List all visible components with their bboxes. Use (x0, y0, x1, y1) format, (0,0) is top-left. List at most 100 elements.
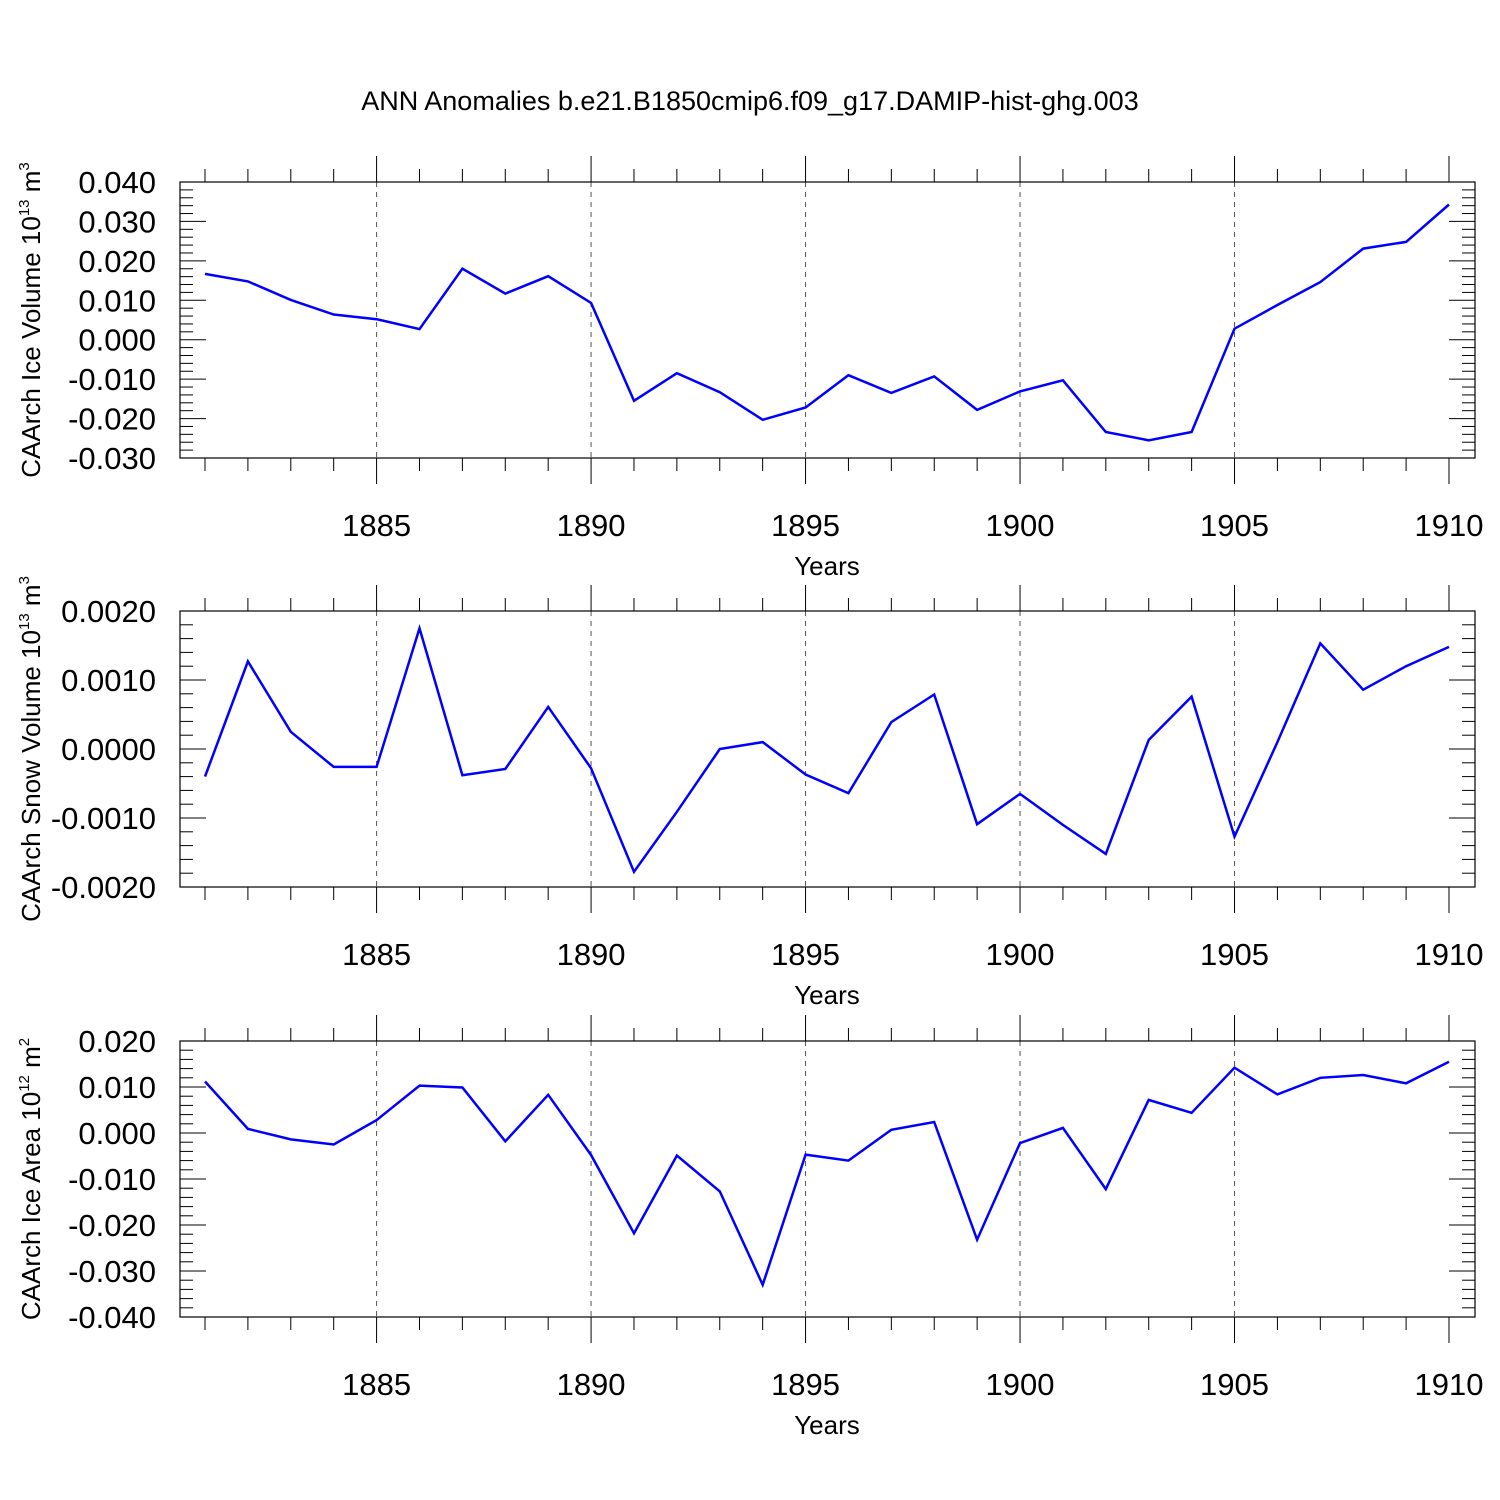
x-tick-label: 1900 (986, 508, 1055, 543)
data-point (1190, 1111, 1194, 1115)
plot-frame (179, 610, 1476, 888)
y-tick-label: -0.030 (68, 1254, 156, 1289)
x-tick-label: 1910 (1415, 1367, 1484, 1402)
y-tick-label: 0.020 (78, 244, 156, 279)
y-tick-label: -0.0020 (51, 870, 156, 905)
data-point (1233, 327, 1237, 331)
data-point (932, 692, 936, 696)
data-point (718, 1189, 722, 1193)
x-tick-label: 1900 (986, 1367, 1055, 1402)
data-point (1404, 664, 1408, 668)
data-point (1104, 1187, 1108, 1191)
data-point (1404, 1081, 1408, 1085)
data-point (1361, 247, 1365, 251)
y-tick-label: -0.020 (68, 1208, 156, 1243)
data-point (889, 1128, 893, 1132)
x-tick-label: 1905 (1200, 1367, 1269, 1402)
data-point (761, 418, 765, 422)
data-point (718, 747, 722, 751)
panels: -0.030 -0.020 -0.010 0.000 0.010 0.020 0.030 0.… (16, 156, 1483, 1440)
data-point (375, 317, 379, 321)
data-point (889, 391, 893, 395)
data-point (632, 870, 636, 874)
data-point (1447, 202, 1451, 206)
data-point (1233, 835, 1237, 839)
data-point (503, 292, 507, 296)
data-point (246, 659, 250, 663)
data-point (1275, 740, 1279, 744)
data-point (1018, 389, 1022, 393)
data-point (503, 1139, 507, 1143)
y-tick-label: 0.000 (78, 323, 156, 358)
data-point (1447, 645, 1451, 649)
data-point (246, 279, 250, 283)
data-point (846, 791, 850, 795)
data-point (460, 773, 464, 777)
data-point (289, 730, 293, 734)
x-tick-label: 1910 (1415, 508, 1484, 543)
x-tick-label: 1910 (1415, 937, 1484, 972)
y-tick-label: 0.010 (78, 1070, 156, 1105)
data-point (289, 1137, 293, 1141)
data-point (203, 1079, 207, 1083)
data-point (1447, 1060, 1451, 1064)
data-point (589, 766, 593, 770)
x-tick-label: 1890 (557, 937, 626, 972)
data-point (332, 1143, 336, 1147)
data-point (375, 1118, 379, 1122)
data-point (1275, 303, 1279, 307)
data-point (975, 408, 979, 412)
data-point (503, 767, 507, 771)
y-axis-label: CAArch Snow Volume 1013 m3 (16, 576, 46, 922)
data-point (1361, 1073, 1365, 1077)
data-point (975, 822, 979, 826)
data-point (889, 720, 893, 724)
y-tick-label: 0.030 (78, 204, 156, 239)
data-point (417, 1084, 421, 1088)
series-line-ice-volume (204, 203, 1450, 442)
data-point (1147, 1098, 1151, 1102)
data-point (1147, 738, 1151, 742)
x-axis-label: Years (794, 1410, 860, 1440)
data-point (804, 773, 808, 777)
x-tick-label: 1900 (986, 937, 1055, 972)
data-point (804, 406, 808, 410)
y-tick-label: -0.020 (68, 402, 156, 437)
data-point (1233, 1066, 1237, 1070)
data-point (846, 1159, 850, 1163)
data-point (460, 1085, 464, 1089)
data-point (632, 1231, 636, 1235)
data-point (375, 765, 379, 769)
data-point (546, 274, 550, 278)
y-tick-label: -0.010 (68, 362, 156, 397)
data-point (975, 1238, 979, 1242)
data-point (1190, 430, 1194, 434)
data-point (675, 371, 679, 375)
data-point (761, 740, 765, 744)
data-point (1318, 280, 1322, 284)
x-axis-label: Years (794, 980, 860, 1010)
y-tick-label: 0.0020 (61, 594, 156, 629)
figure-title: ANN Anomalies b.e21.B1850cmip6.f09_g17.D… (361, 86, 1138, 116)
y-tick-label: 0.000 (78, 1116, 156, 1151)
data-point (203, 775, 207, 779)
x-tick-label: 1885 (342, 508, 411, 543)
x-tick-label: 1895 (771, 1367, 840, 1402)
series-line-snow-volume (203, 623, 1450, 875)
data-point (546, 705, 550, 709)
data-point (1318, 641, 1322, 645)
data-point (804, 1153, 808, 1157)
data-point (1061, 1126, 1065, 1130)
data-point (1318, 1076, 1322, 1080)
x-tick-label: 1905 (1200, 508, 1269, 543)
data-point (1018, 792, 1022, 796)
series-line-ice-area (204, 1060, 1450, 1289)
data-point (289, 298, 293, 302)
data-point (1018, 1141, 1022, 1145)
x-axis-label: Years (794, 551, 860, 581)
data-point (1404, 240, 1408, 244)
data-point (1361, 688, 1365, 692)
y-tick-label: 0.040 (78, 165, 156, 200)
data-point (460, 267, 464, 271)
